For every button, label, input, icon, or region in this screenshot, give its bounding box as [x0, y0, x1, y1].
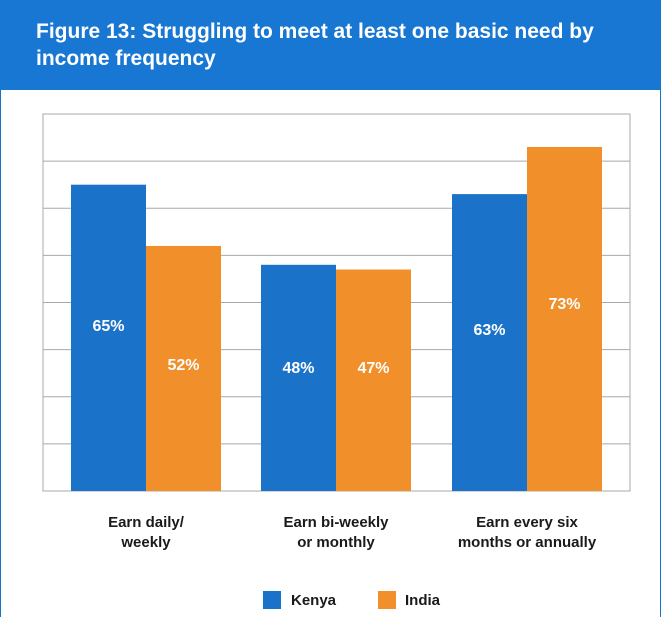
bar-india-2: [527, 146, 602, 492]
category-label-1: Earn bi-weekly: [283, 514, 389, 531]
legend-label-kenya: Kenya: [291, 592, 337, 609]
legend-swatch-kenya: [263, 591, 281, 609]
category-label-2: Earn every six: [476, 514, 578, 531]
category-label-0: weekly: [120, 534, 171, 551]
data-label-kenya-2: 63%: [473, 322, 505, 339]
data-label-india-2: 73%: [548, 296, 580, 313]
bar-kenya-0: [71, 184, 146, 491]
data-label-kenya-0: 65%: [92, 318, 124, 335]
category-label-0: Earn daily/: [108, 514, 185, 531]
legend-swatch-india: [378, 591, 396, 609]
figure-header: Figure 13: Struggling to meet at least o…: [0, 0, 661, 90]
category-label-2: months or annually: [458, 534, 597, 551]
bar-chart: 65% 48% 63% 52% 47% 73% Earn daily/weekly Earn …: [42, 113, 631, 609]
bar-india-0: [146, 245, 221, 491]
data-label-kenya-1: 48%: [282, 360, 314, 377]
bar-india-1: [336, 269, 411, 491]
bar-kenya-1: [261, 264, 336, 491]
category-label-1: or monthly: [297, 534, 375, 551]
data-label-india-1: 47%: [357, 360, 389, 377]
figure-title: Figure 13: Struggling to meet at least o…: [36, 20, 594, 70]
bar-kenya-2: [452, 194, 527, 492]
data-label-india-0: 52%: [167, 357, 199, 374]
legend-label-india: India: [405, 592, 441, 609]
